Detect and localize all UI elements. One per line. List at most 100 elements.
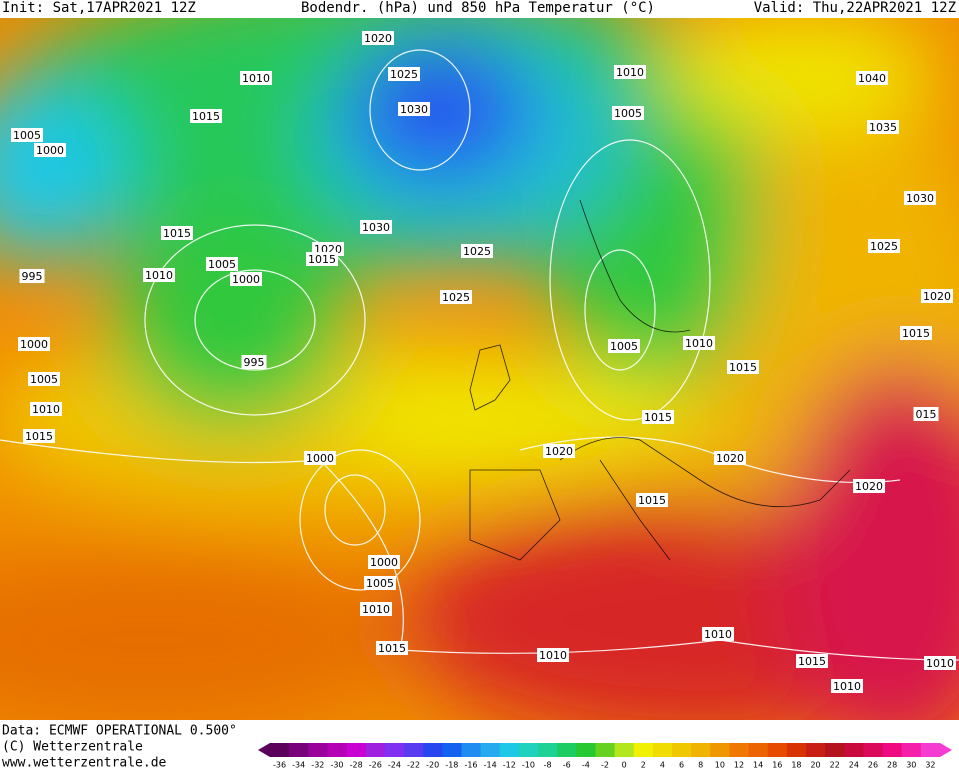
- isobar-label: 1010: [30, 402, 62, 416]
- isobar-label-text: 1010: [145, 269, 173, 282]
- isobar-label: 015: [913, 407, 939, 421]
- isobar-label-text: 1000: [232, 273, 260, 286]
- isobar-label-box: [241, 355, 267, 369]
- isobar-label-text: 1010: [616, 66, 644, 79]
- isobar-label-text: 1020: [364, 32, 392, 45]
- scale-label: 6: [679, 761, 684, 770]
- scale-label: -22: [407, 761, 420, 770]
- isobar-label: 1010: [831, 679, 863, 693]
- isobar-label-text: 1010: [242, 72, 270, 85]
- isobar-label-box: [11, 128, 43, 142]
- isobar-label-text: 1025: [463, 245, 491, 258]
- scale-label: -30: [330, 761, 343, 770]
- isobar-label: 1005: [608, 339, 640, 353]
- isobar-label-text: 1015: [902, 327, 930, 340]
- isobar-label-box: [683, 336, 715, 350]
- isobar-label: 1010: [924, 656, 956, 670]
- scale-label: 16: [772, 761, 782, 770]
- isobar-label-box: [398, 102, 430, 116]
- isobar-label-text: 1005: [366, 577, 394, 590]
- scale-cell: [308, 743, 328, 757]
- isobar-label-box: [23, 429, 55, 443]
- scale-cell: [384, 743, 405, 757]
- scale-cell: [499, 743, 520, 757]
- isobar-label-text: 1005: [208, 258, 236, 271]
- isobar-label-box: [34, 143, 66, 157]
- isobar-label-text: 1000: [370, 556, 398, 569]
- scale-cell: [327, 743, 348, 757]
- isobar-label: 1005: [28, 372, 60, 386]
- isobar-label-text: 1040: [858, 72, 886, 85]
- isobar-label-text: 1000: [20, 338, 48, 351]
- isobar-label: 1015: [23, 429, 55, 443]
- isobar-label-box: [30, 402, 62, 416]
- isobar-label-box: [304, 451, 336, 465]
- isobar-label-text: 1025: [442, 291, 470, 304]
- isobar-label-box: [161, 226, 193, 240]
- isobar-label-text: 1030: [400, 103, 428, 116]
- scale-label: -34: [292, 761, 305, 770]
- isobar-label: 1010: [143, 268, 175, 282]
- isobar-label-box: [364, 576, 396, 590]
- isobar-label-text: 1010: [833, 680, 861, 693]
- isobar-label: 995: [241, 355, 267, 369]
- scale-cell: [614, 743, 635, 757]
- isobar-label-box: [642, 410, 674, 424]
- scale-cell: [652, 743, 673, 757]
- isobar-label-box: [867, 120, 899, 134]
- isobar-label-box: [913, 407, 939, 421]
- scale-label: 30: [906, 761, 916, 770]
- isobar-label: 1010: [683, 336, 715, 350]
- isobar-label-box: [537, 648, 569, 662]
- scale-label: 8: [698, 761, 703, 770]
- isobar-label: 1025: [461, 244, 493, 258]
- isobar-label: 1010: [240, 71, 272, 85]
- isobar-label-text: 1015: [163, 227, 191, 240]
- scale-cell: [748, 743, 769, 757]
- map-title: Bodendr. (hPa) und 850 hPa Temperatur (°…: [301, 0, 655, 16]
- scale-label: 32: [925, 761, 935, 770]
- scale-label: -24: [388, 761, 401, 770]
- isobar-label: 1000: [34, 143, 66, 157]
- init-time: Init: Sat,17APR2021 12Z: [2, 0, 196, 16]
- scale-label: -16: [464, 761, 477, 770]
- coastlines: [469, 199, 851, 561]
- isobar-label-text: 1010: [539, 649, 567, 662]
- isobar-label-box: [306, 252, 338, 266]
- isobar-label: 1020: [362, 31, 394, 45]
- isobar-label-box: [853, 479, 885, 493]
- isobar-label-box: [831, 679, 863, 693]
- isobar-label-text: 1010: [685, 337, 713, 350]
- isobar-label-text: 1015: [798, 655, 826, 668]
- isobar-label: 1020: [921, 289, 953, 303]
- copyright: (C) Wetterzentrale: [2, 740, 143, 755]
- scale-cell: [346, 743, 367, 757]
- isobar-label-box: [230, 272, 262, 286]
- isobar-label: 1035: [867, 120, 899, 134]
- isobar-label-box: [702, 627, 734, 641]
- isobar-label-text: 1005: [30, 373, 58, 386]
- scale-label: 28: [887, 761, 897, 770]
- isobar-label: 1015: [190, 109, 222, 123]
- scale-cell: [576, 743, 596, 757]
- scale-label: 20: [810, 761, 820, 770]
- scale-arrow-right: [940, 743, 952, 757]
- isobar-label-box: [714, 451, 746, 465]
- isobar-label-text: 1010: [362, 603, 390, 616]
- scale-label: -12: [503, 761, 516, 770]
- isobar-label: 1005: [206, 257, 238, 271]
- isobar-label: 1030: [398, 102, 430, 116]
- isobar-label-box: [440, 290, 472, 304]
- scale-cell: [365, 743, 386, 757]
- isobar-label: 1015: [306, 252, 338, 266]
- isobar-label-box: [206, 257, 238, 271]
- isobar-label-text: 1000: [36, 144, 64, 157]
- scale-cell: [672, 743, 692, 757]
- isobar-label-box: [19, 269, 45, 283]
- scale-label: 18: [791, 761, 801, 770]
- isobar-label: 1000: [230, 272, 262, 286]
- isobar-label-text: 995: [244, 356, 265, 369]
- scale-cell: [289, 743, 309, 757]
